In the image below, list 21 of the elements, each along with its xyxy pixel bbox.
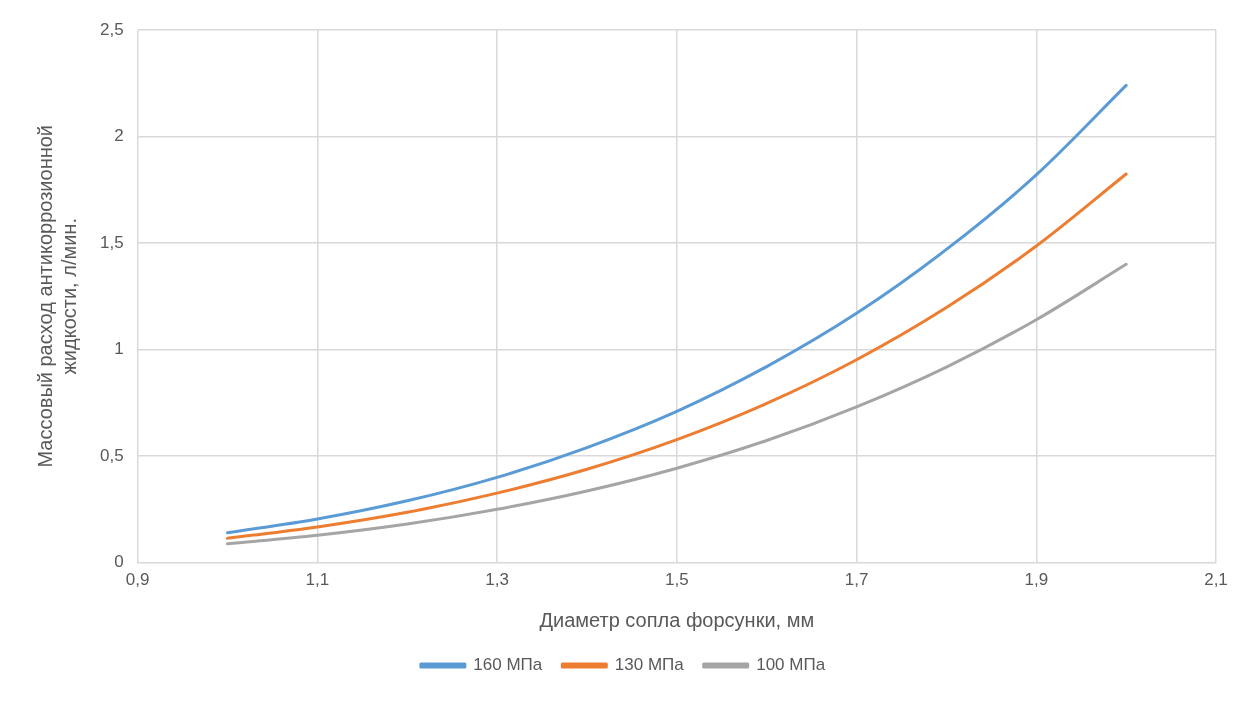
x-tick-label: 2,1 [1204,570,1228,590]
x-tick-label: 0,9 [125,570,150,590]
x-axis-title: Диаметр сопла форсунки, мм [539,608,815,631]
line-series [226,172,1128,540]
y-tick-label: 2,5 [99,19,124,39]
y-tick-label: 0,5 [99,445,124,465]
x-tick-label: 1,5 [665,570,689,590]
y-tick-label: 0 [114,552,124,572]
x-tick-label: 1,3 [485,570,509,590]
y-tick-label: 1,5 [99,232,124,252]
legend-label: 130 МПа [614,655,685,675]
y-tick-label: 1 [114,339,124,359]
y-tick-label: 2 [114,126,124,146]
y-axis-title: Массовый расход антикоррозионной жидкости, л/мин. [33,125,80,468]
x-tick-label: 1,9 [1024,570,1049,590]
legend-label: 160 МПа [473,655,543,675]
line-series [226,83,1128,535]
x-tick-label: 1,1 [305,570,330,590]
legend-label: 100 МПа [756,655,826,675]
x-tick-label: 1,7 [844,570,869,590]
line-series [226,262,1128,546]
